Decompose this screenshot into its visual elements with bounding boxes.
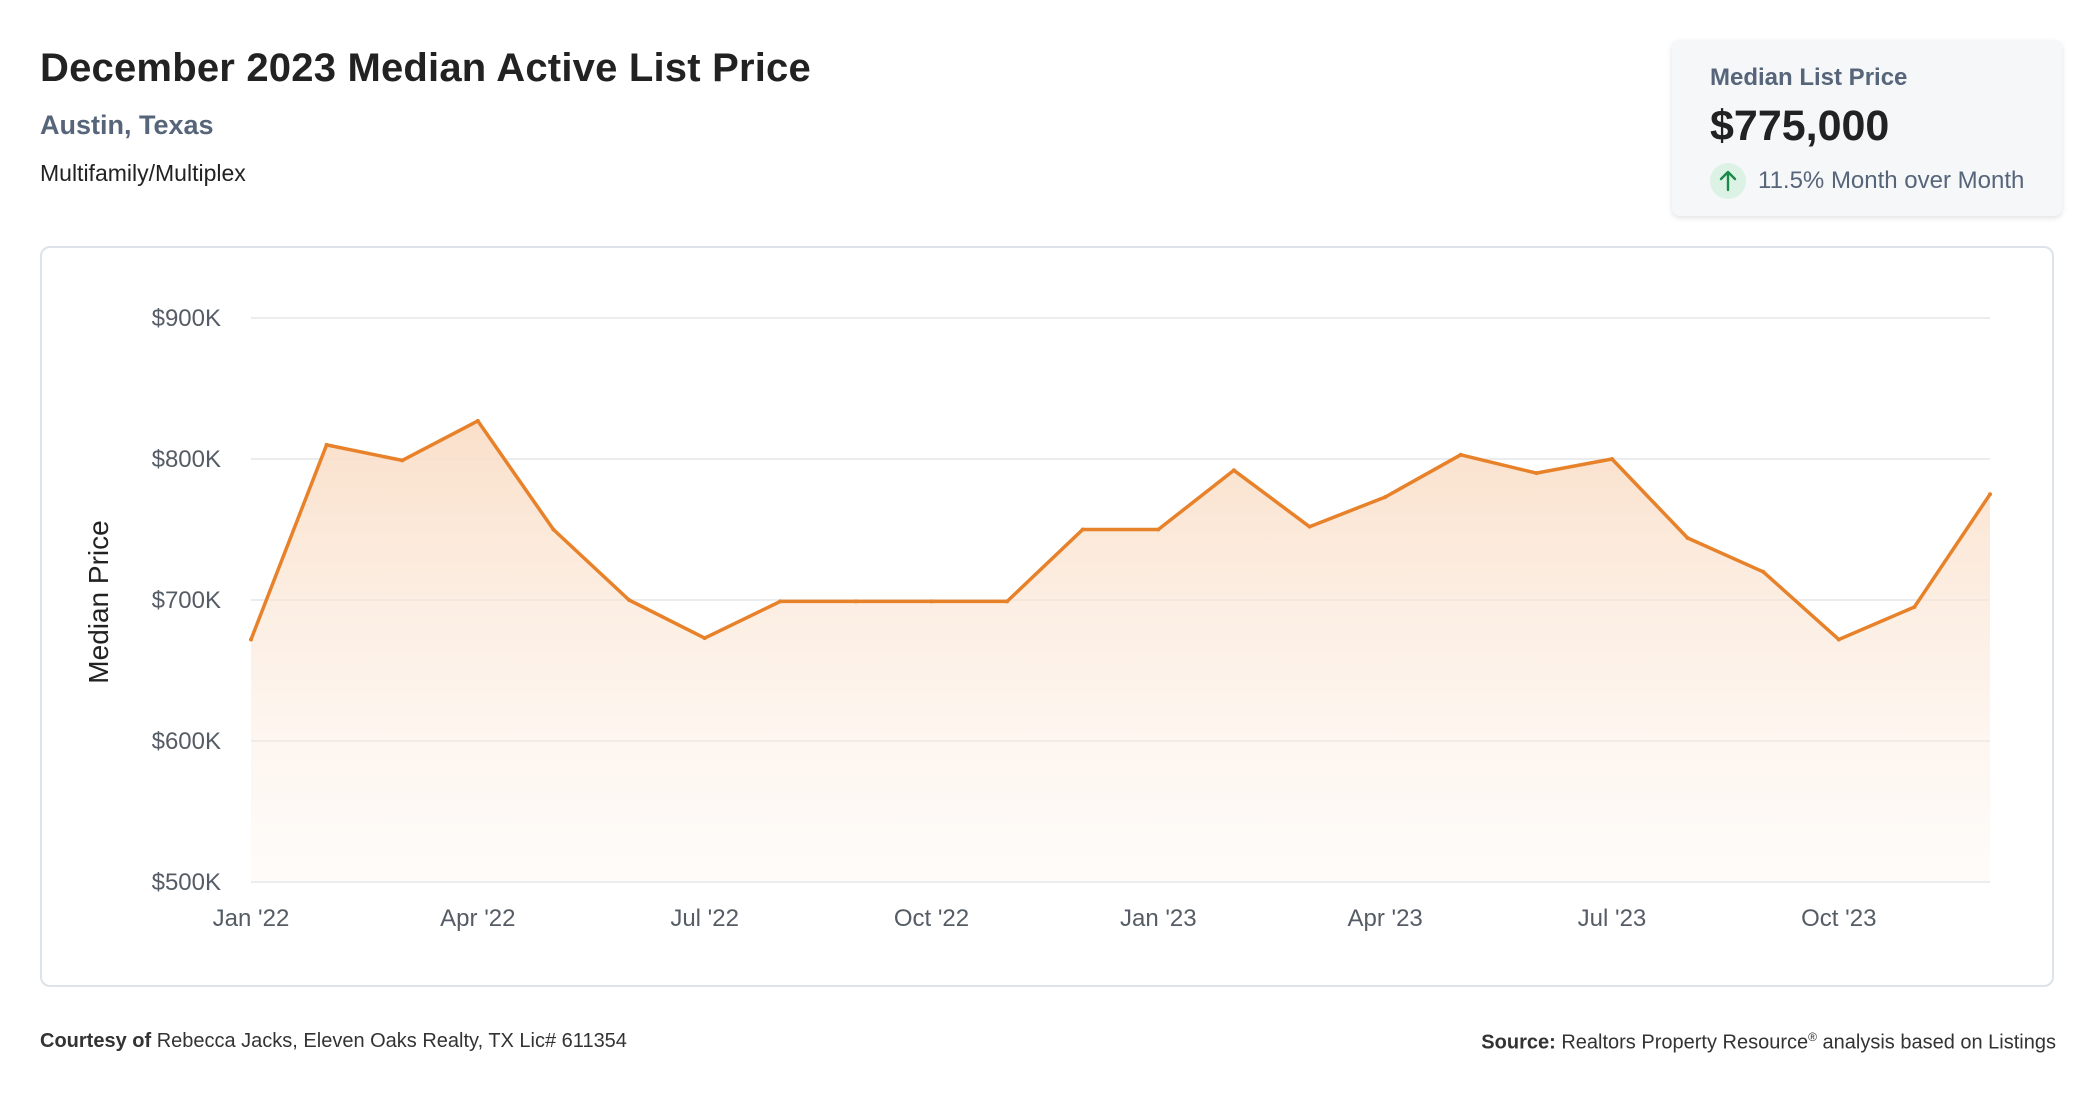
property-type-label: Multifamily/Multiplex (40, 160, 246, 186)
y-tick-label: $500K (152, 869, 221, 896)
data-point (627, 598, 632, 602)
data-point (1609, 457, 1614, 461)
stat-card-label: Median List Price (1710, 64, 1908, 91)
data-points (249, 418, 1992, 642)
data-point (1458, 452, 1463, 457)
data-point (929, 599, 934, 604)
y-axis-title: Median Price (83, 520, 114, 683)
stat-change-text: 11.5% Month over Month (1758, 167, 2025, 194)
y-tick-label: $700K (152, 587, 221, 614)
courtesy-text: Rebecca Jacks, Eleven Oaks Realty, TX Li… (156, 1030, 627, 1052)
data-point (249, 637, 253, 642)
y-axis-ticks: $500K $600K $700K $800K $900K (152, 305, 221, 896)
data-point (1156, 527, 1161, 532)
data-point (1988, 492, 1992, 497)
data-point (400, 458, 405, 463)
page-title: December 2023 Median Active List Price (40, 46, 811, 90)
data-point (1534, 471, 1539, 476)
area-fill (251, 420, 1990, 882)
source-suffix: analysis based on Listings (1822, 1031, 2056, 1054)
x-tick-label: Apr '22 (440, 905, 515, 932)
data-point (1307, 524, 1312, 529)
data-point (1383, 495, 1388, 500)
data-point (475, 418, 480, 423)
source-name: Realtors Property Resource (1561, 1031, 1809, 1054)
x-tick-label: Jul '22 (670, 905, 739, 932)
y-tick-label: $600K (152, 728, 221, 755)
median-price-chart: $500K $600K $700K $800K $900K Jan '22 Apr '22… (83, 305, 1992, 932)
chart-container (40, 246, 2054, 987)
x-axis-ticks: Jan '22 Apr '22 Jul '22 Oct '22 Jan '23 Apr '… (213, 905, 1877, 932)
x-tick-label: Jul '23 (1578, 905, 1647, 932)
source-label: Source: (1481, 1031, 1556, 1054)
median-list-price-card: Median List Price $775,000 11.5% Month o… (1672, 40, 2062, 216)
source-footer: Source: Realtors Property Resource® anal… (1481, 1030, 2056, 1055)
arrow-up-icon (1710, 163, 1746, 199)
median-price-line (249, 419, 1992, 642)
data-point (324, 442, 329, 447)
y-tick-label: $800K (152, 446, 221, 473)
x-tick-label: Oct '22 (894, 905, 969, 932)
courtesy-label: Courtesy of (40, 1030, 152, 1052)
stat-card-value: $775,000 (1710, 102, 1890, 150)
stat-card-change: 11.5% Month over Month (1710, 163, 2062, 199)
data-point (1685, 535, 1690, 540)
data-point (1836, 637, 1841, 642)
data-point (702, 636, 707, 641)
x-tick-label: Jan '23 (1120, 905, 1197, 932)
data-point (551, 527, 556, 532)
data-point (1912, 605, 1917, 610)
location-subtitle: Austin, Texas (40, 110, 214, 140)
registered-mark: ® (1808, 1030, 1817, 1044)
x-tick-label: Jan '22 (213, 905, 290, 932)
y-tick-label: $900K (152, 305, 221, 332)
x-tick-label: Apr '23 (1347, 905, 1422, 932)
data-point (1231, 468, 1236, 473)
data-point (1005, 599, 1010, 604)
x-tick-label: Oct '23 (1801, 905, 1876, 932)
data-point (1080, 527, 1085, 532)
courtesy-footer: Courtesy of Rebecca Jacks, Eleven Oaks R… (40, 1030, 627, 1053)
data-point (853, 599, 858, 604)
data-point (778, 599, 783, 604)
data-point (1761, 569, 1766, 574)
